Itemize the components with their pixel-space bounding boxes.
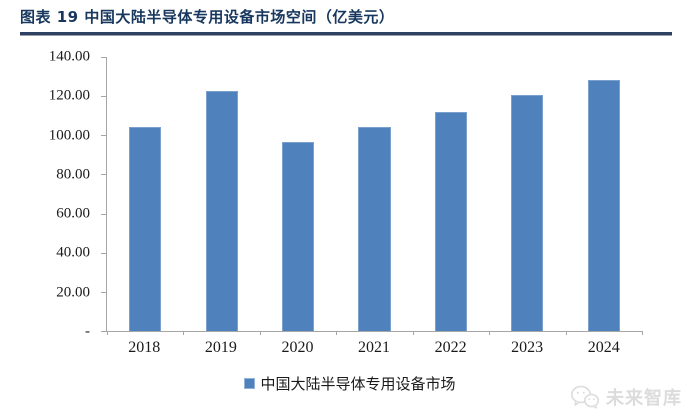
y-axis-tick-mark bbox=[101, 291, 107, 293]
bar-slot bbox=[413, 57, 489, 331]
y-axis-tick-mark bbox=[101, 57, 107, 58]
x-axis-tick-mark bbox=[107, 331, 108, 335]
y-axis-tick-mark bbox=[101, 135, 107, 137]
legend-label: 中国大陆半导体专用设备市场 bbox=[260, 375, 456, 393]
x-axis-tick-mark bbox=[336, 331, 338, 335]
bar-2024 bbox=[587, 79, 620, 331]
x-axis-tick-label: 2020 bbox=[281, 339, 314, 356]
bar-2018 bbox=[129, 127, 162, 331]
plot-area bbox=[101, 57, 643, 335]
bar-slot bbox=[566, 57, 642, 331]
y-axis-tick-label: 120.00 bbox=[48, 87, 90, 104]
y-axis-tick-label: 40.00 bbox=[56, 244, 90, 261]
y-axis-tick-mark bbox=[101, 96, 107, 98]
y-axis-tick-label: 80.00 bbox=[56, 166, 90, 183]
x-axis-tick-label: 2022 bbox=[434, 339, 467, 356]
y-axis-tick-mark bbox=[101, 252, 107, 254]
x-axis-tick-label: 2021 bbox=[358, 339, 391, 356]
bar-slot bbox=[183, 57, 259, 331]
x-axis-tick-mark bbox=[412, 331, 414, 335]
y-axis-tick-label: 60.00 bbox=[56, 205, 90, 222]
legend: 中国大陆半导体专用设备市场 bbox=[0, 373, 700, 394]
x-axis-tick-mark bbox=[565, 331, 567, 335]
x-axis-tick-label: 2019 bbox=[204, 339, 237, 356]
bar-2019 bbox=[205, 91, 238, 331]
bars bbox=[107, 57, 642, 331]
bar-2020 bbox=[282, 142, 315, 331]
x-axis-tick-mark bbox=[183, 331, 185, 335]
bar-2021 bbox=[358, 127, 391, 331]
y-axis-tick-label: 140.00 bbox=[48, 48, 90, 65]
y-axis-tick-mark bbox=[101, 331, 107, 332]
x-axis-tick-mark bbox=[642, 331, 643, 335]
y-axis-tick-label: - bbox=[85, 323, 90, 340]
bar-chart: 140.00 120.00 100.00 80.00 60.00 40.00 20.00- … bbox=[0, 49, 700, 394]
y-axis-tick-mark bbox=[101, 174, 107, 176]
wechat-icon bbox=[571, 385, 599, 409]
y-axis: 140.00 120.00 100.00 80.00 60.00 40.00 20.00 - bbox=[0, 49, 106, 340]
bar-slot bbox=[260, 57, 336, 331]
x-axis-tick-label: 2023 bbox=[511, 339, 544, 356]
figure-header: 图表 19 中国大陆半导体专用设备市场空间（亿美元） bbox=[20, 6, 672, 35]
x-axis-tick-label: 2018 bbox=[128, 339, 161, 356]
bar-2023 bbox=[511, 95, 544, 331]
y-axis-tick-label: 20.00 bbox=[56, 284, 90, 301]
bar-2022 bbox=[434, 111, 467, 331]
x-axis-tick-mark bbox=[259, 331, 261, 335]
bar-slot bbox=[489, 57, 565, 331]
watermark-text: 未来智库 bbox=[606, 388, 682, 408]
y-axis-tick-label: 100.00 bbox=[48, 127, 90, 144]
legend-swatch-icon bbox=[244, 378, 256, 389]
figure-title: 图表 19 中国大陆半导体专用设备市场空间（亿美元） bbox=[20, 8, 395, 26]
bar-slot bbox=[107, 57, 183, 331]
y-axis-tick-mark bbox=[101, 213, 107, 215]
x-axis-labels: 2018 2019 2020 2021 2022 2023 2024 bbox=[106, 332, 642, 357]
watermark: 未来智库 bbox=[570, 384, 682, 410]
x-axis-tick-label: 2024 bbox=[587, 339, 620, 356]
plot-row: 140.00 120.00 100.00 80.00 60.00 40.00 20.00 - bbox=[0, 49, 643, 340]
bar-slot bbox=[336, 57, 412, 331]
x-axis-tick-mark bbox=[489, 331, 491, 335]
